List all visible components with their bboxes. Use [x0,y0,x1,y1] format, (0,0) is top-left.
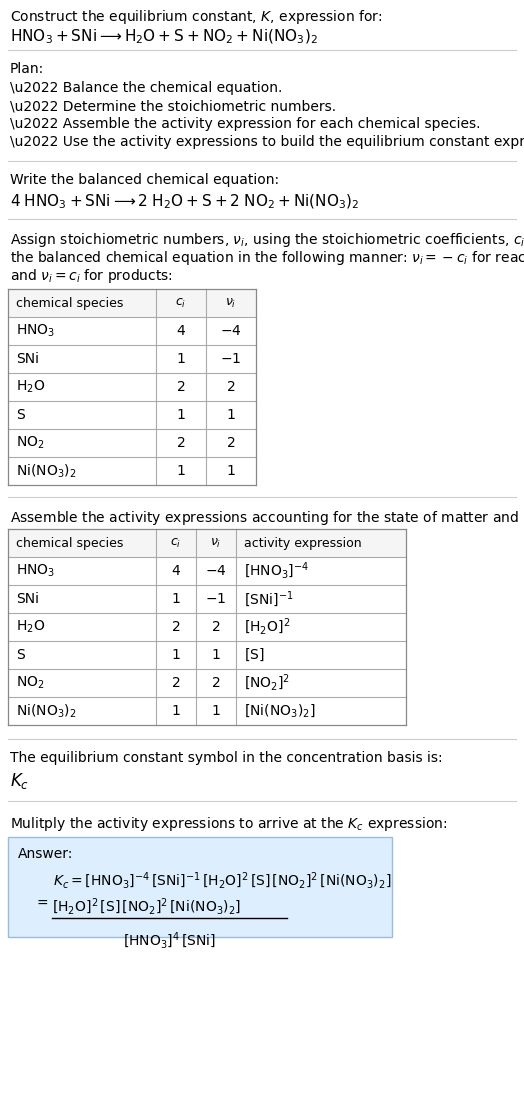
Bar [8,529,406,557]
Bar [8,697,406,725]
Text: Mulitply the activity expressions to arrive at the $K_c$ expression:: Mulitply the activity expressions to arr… [10,815,447,833]
Text: $\nu_i$: $\nu_i$ [225,296,237,309]
Text: chemical species: chemical species [16,296,123,309]
Text: =: = [36,897,48,911]
Text: Plan:: Plan: [10,63,44,76]
Text: 1: 1 [226,464,235,478]
Text: $\mathrm{HNO_3 + SNi \longrightarrow H_2O + S + NO_2 + Ni(NO_3)_2}$: $\mathrm{HNO_3 + SNi \longrightarrow H_2… [10,29,318,46]
Text: $\nu_i$: $\nu_i$ [210,536,222,550]
Text: $[\mathrm{S}]$: $[\mathrm{S}]$ [244,647,265,664]
Text: 1: 1 [177,464,185,478]
Text: $-1$: $-1$ [221,352,242,366]
Text: 2: 2 [172,676,180,690]
Text: $\mathrm{Ni(NO_3)_2}$: $\mathrm{Ni(NO_3)_2}$ [16,702,77,720]
Text: \u2022 Determine the stoichiometric numbers.: \u2022 Determine the stoichiometric numb… [10,99,336,113]
Bar [8,289,256,317]
Text: $\mathrm{4\;HNO_3 + SNi \longrightarrow 2\;H_2O + S + 2\;NO_2 + Ni(NO_3)_2}$: $\mathrm{4\;HNO_3 + SNi \longrightarrow … [10,193,359,212]
Text: $[\mathrm{HNO_3}]^4\,[\mathrm{SNi}]$: $[\mathrm{HNO_3}]^4\,[\mathrm{SNi}]$ [123,931,216,951]
Text: 1: 1 [212,648,221,661]
Text: $\mathrm{H_2O}$: $\mathrm{H_2O}$ [16,619,45,635]
Text: 4: 4 [172,564,180,578]
Text: 1: 1 [171,704,180,719]
Bar [8,402,256,429]
Text: SNi: SNi [16,352,39,366]
Text: $[\mathrm{NO_2}]^2$: $[\mathrm{NO_2}]^2$ [244,672,290,693]
Text: 2: 2 [226,380,235,394]
Text: $[\mathrm{Ni(NO_3)_2}]$: $[\mathrm{Ni(NO_3)_2}]$ [244,702,315,720]
Bar [8,669,406,697]
Text: Construct the equilibrium constant, $K$, expression for:: Construct the equilibrium constant, $K$,… [10,8,383,26]
Bar [8,429,256,457]
Text: $\mathrm{NO_2}$: $\mathrm{NO_2}$ [16,434,45,451]
Text: 2: 2 [172,620,180,634]
Text: $K_c = [\mathrm{HNO_3}]^{-4}\,[\mathrm{SNi}]^{-1}\,[\mathrm{H_2O}]^2\,[\mathrm{S: $K_c = [\mathrm{HNO_3}]^{-4}\,[\mathrm{S… [53,871,391,892]
Text: 2: 2 [177,436,185,450]
Text: $\mathrm{NO_2}$: $\mathrm{NO_2}$ [16,675,45,691]
Text: $K_c$: $K_c$ [10,771,29,791]
Text: 2: 2 [212,620,221,634]
Text: 1: 1 [171,592,180,606]
Text: the balanced chemical equation in the following manner: $\nu_i = -c_i$ for react: the balanced chemical equation in the fo… [10,249,524,267]
Bar [8,457,256,485]
Text: $\mathrm{H_2O}$: $\mathrm{H_2O}$ [16,378,45,395]
Text: Assemble the activity expressions accounting for the state of matter and $\nu_i$: Assemble the activity expressions accoun… [10,509,524,527]
Text: 1: 1 [171,648,180,661]
Text: S: S [16,408,25,422]
Bar [8,557,406,585]
Bar [8,317,256,344]
Text: 1: 1 [177,352,185,366]
Text: activity expression: activity expression [244,536,362,550]
Text: $\mathrm{HNO_3}$: $\mathrm{HNO_3}$ [16,323,55,339]
Bar [8,373,256,402]
Text: $-4$: $-4$ [220,324,242,338]
Text: S: S [16,648,25,661]
Text: 4: 4 [177,324,185,338]
Text: chemical species: chemical species [16,536,123,550]
Bar [8,613,406,641]
Text: \u2022 Use the activity expressions to build the equilibrium constant expression: \u2022 Use the activity expressions to b… [10,135,524,149]
Text: Answer:: Answer: [18,847,73,861]
Text: $c_i$: $c_i$ [176,296,187,309]
Text: \u2022 Balance the chemical equation.: \u2022 Balance the chemical equation. [10,81,282,95]
Text: Write the balanced chemical equation:: Write the balanced chemical equation: [10,173,279,186]
Text: 2: 2 [226,436,235,450]
Text: The equilibrium constant symbol in the concentration basis is:: The equilibrium constant symbol in the c… [10,751,443,765]
Text: $[\mathrm{HNO_3}]^{-4}$: $[\mathrm{HNO_3}]^{-4}$ [244,561,309,581]
Bar [8,585,406,613]
Bar [8,344,256,373]
Text: Assign stoichiometric numbers, $\nu_i$, using the stoichiometric coefficients, $: Assign stoichiometric numbers, $\nu_i$, … [10,231,524,249]
Text: 2: 2 [212,676,221,690]
Text: 1: 1 [212,704,221,719]
FancyBboxPatch shape [8,837,392,937]
Text: $\mathrm{Ni(NO_3)_2}$: $\mathrm{Ni(NO_3)_2}$ [16,462,77,479]
Text: 1: 1 [177,408,185,422]
Text: $[\mathrm{H_2O}]^2\,[\mathrm{S}]\,[\mathrm{NO_2}]^2\,[\mathrm{Ni(NO_3)_2}]$: $[\mathrm{H_2O}]^2\,[\mathrm{S}]\,[\math… [52,897,241,917]
Text: $[\mathrm{H_2O}]^2$: $[\mathrm{H_2O}]^2$ [244,617,290,637]
Text: $-4$: $-4$ [205,564,227,578]
Text: 1: 1 [226,408,235,422]
Text: $c_i$: $c_i$ [170,536,182,550]
Text: $[\mathrm{SNi}]^{-1}$: $[\mathrm{SNi}]^{-1}$ [244,589,293,609]
Text: and $\nu_i = c_i$ for products:: and $\nu_i = c_i$ for products: [10,267,173,285]
Text: 2: 2 [177,380,185,394]
Text: \u2022 Assemble the activity expression for each chemical species.: \u2022 Assemble the activity expression … [10,117,481,131]
Text: $\mathrm{HNO_3}$: $\mathrm{HNO_3}$ [16,563,55,579]
Text: $-1$: $-1$ [205,592,226,606]
Bar [8,641,406,669]
Text: SNi: SNi [16,592,39,606]
